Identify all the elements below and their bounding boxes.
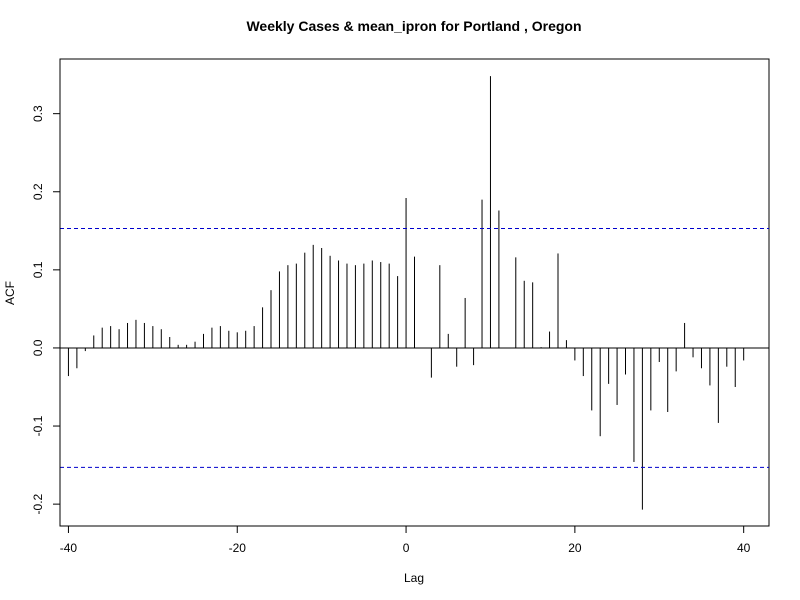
x-axis: -40 -20 0 20 40: [60, 525, 751, 555]
x-tick-label: 40: [737, 541, 751, 555]
y-tick-label: 0.1: [31, 261, 45, 278]
y-tick-label: 0.3: [31, 105, 45, 122]
x-tick-label: 20: [568, 541, 582, 555]
x-tick-label: -40: [60, 541, 78, 555]
x-axis-label: Lag: [404, 571, 424, 585]
y-tick-label: 0.0: [31, 339, 45, 356]
chart-title: Weekly Cases & mean_ipron for Portland ,…: [246, 18, 581, 34]
y-axis-label: ACF: [3, 281, 17, 305]
acf-bars: [67, 76, 745, 510]
x-tick-label: 0: [403, 541, 410, 555]
y-axis: -0.2 -0.1 0.0 0.1 0.2 0.3: [31, 105, 61, 514]
x-tick-label: -20: [229, 541, 247, 555]
y-tick-label: -0.2: [31, 493, 45, 514]
y-tick-label: -0.1: [31, 415, 45, 436]
y-tick-label: 0.2: [31, 183, 45, 200]
